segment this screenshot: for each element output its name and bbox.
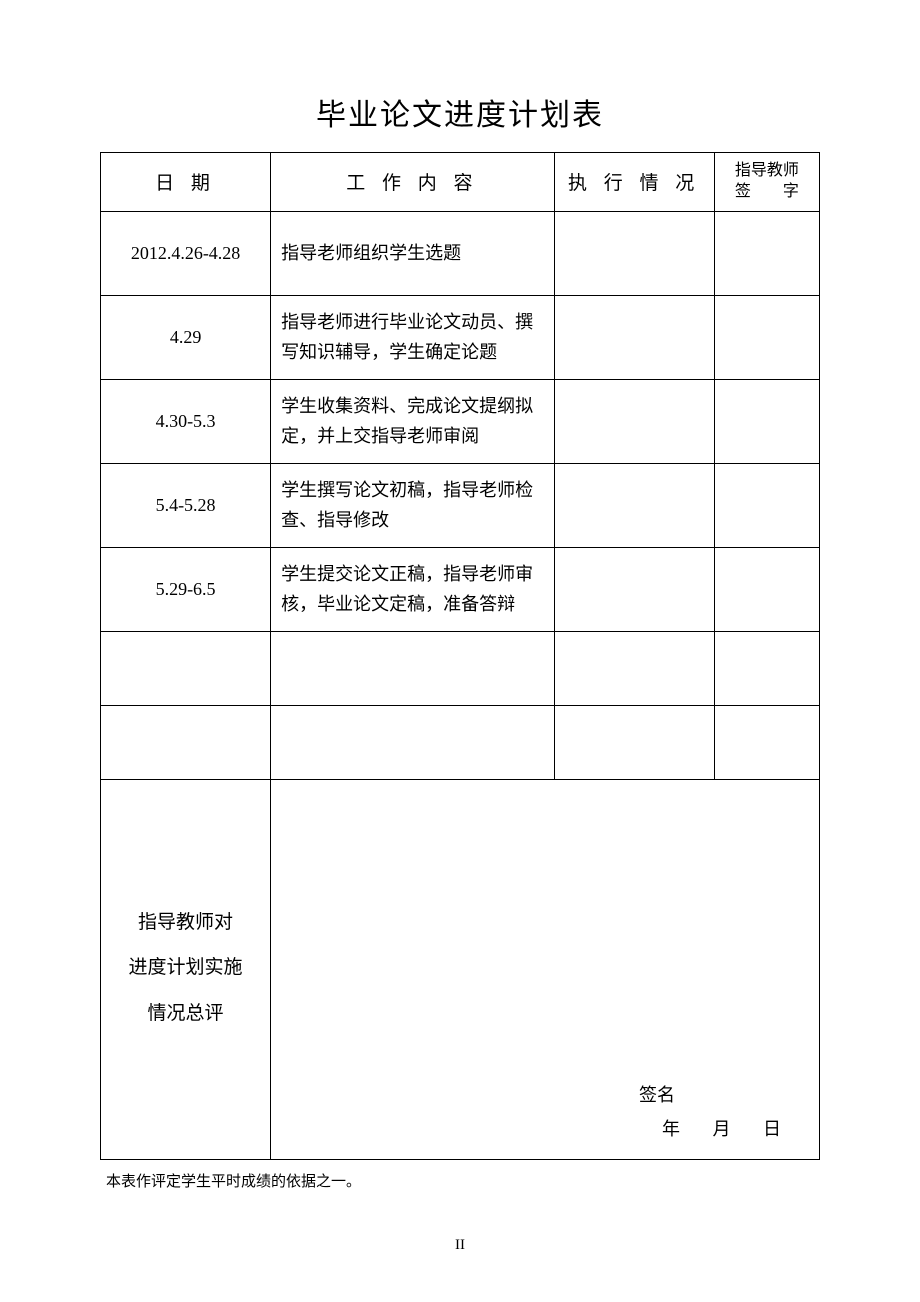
cell-sign [714,295,819,379]
summary-line1: 指导教师对 [111,900,260,946]
header-sign: 指导教师 签 字 [714,153,819,212]
header-date: 日 期 [101,153,271,212]
cell-empty [271,631,555,705]
cell-empty [101,705,271,779]
table-row: 5.4-5.28 学生撰写论文初稿，指导老师检查、指导修改 [101,463,820,547]
cell-date: 5.29-6.5 [101,547,271,631]
cell-sign [714,379,819,463]
cell-status [554,295,714,379]
cell-empty [714,705,819,779]
cell-empty [554,631,714,705]
summary-label-cell: 指导教师对 进度计划实施 情况总评 [101,779,271,1159]
cell-sign [714,463,819,547]
cell-date: 5.4-5.28 [101,463,271,547]
signature-label: 签名 [639,1078,675,1112]
cell-content: 学生提交论文正稿，指导老师审核，毕业论文定稿，准备答辩 [271,547,555,631]
date-line: 年 月 日 [639,1112,795,1146]
table-row: 4.30-5.3 学生收集资料、完成论文提纲拟定，并上交指导老师审阅 [101,379,820,463]
cell-content: 指导老师组织学生选题 [271,211,555,295]
signature-block: 签名 年 月 日 [639,1078,795,1146]
cell-status [554,211,714,295]
cell-status [554,547,714,631]
cell-date: 4.29 [101,295,271,379]
cell-content: 学生收集资料、完成论文提纲拟定，并上交指导老师审阅 [271,379,555,463]
summary-line3: 情况总评 [111,991,260,1037]
table-row-empty [101,631,820,705]
year-label: 年 [648,1112,694,1146]
cell-status [554,463,714,547]
header-status: 执 行 情 况 [554,153,714,212]
cell-empty [554,705,714,779]
cell-date: 4.30-5.3 [101,379,271,463]
table-row: 4.29 指导老师进行毕业论文动员、撰写知识辅导，学生确定论题 [101,295,820,379]
cell-content: 学生撰写论文初稿，指导老师检查、指导修改 [271,463,555,547]
schedule-table: 日 期 工 作 内 容 执 行 情 况 指导教师 签 字 2012.4.26-4… [100,152,820,1160]
page-title: 毕业论文进度计划表 [100,90,820,134]
day-label: 日 [749,1112,795,1146]
summary-body-cell: 签名 年 月 日 [271,779,820,1159]
table-row-empty [101,705,820,779]
month-label: 月 [699,1112,745,1146]
header-sign-line1: 指导教师 [735,162,799,179]
cell-status [554,379,714,463]
cell-empty [101,631,271,705]
summary-line2: 进度计划实施 [111,945,260,991]
cell-empty [714,631,819,705]
table-header-row: 日 期 工 作 内 容 执 行 情 况 指导教师 签 字 [101,153,820,212]
document-page: 毕业论文进度计划表 日 期 工 作 内 容 执 行 情 况 指导教师 签 字 2… [0,0,920,1191]
cell-empty [271,705,555,779]
header-content: 工 作 内 容 [271,153,555,212]
table-row: 2012.4.26-4.28 指导老师组织学生选题 [101,211,820,295]
footnote-text: 本表作评定学生平时成绩的依据之一。 [106,1170,820,1191]
header-sign-line2: 签 字 [735,183,799,200]
cell-sign [714,211,819,295]
cell-content: 指导老师进行毕业论文动员、撰写知识辅导，学生确定论题 [271,295,555,379]
summary-row: 指导教师对 进度计划实施 情况总评 签名 年 月 日 [101,779,820,1159]
cell-date: 2012.4.26-4.28 [101,211,271,295]
table-row: 5.29-6.5 学生提交论文正稿，指导老师审核，毕业论文定稿，准备答辩 [101,547,820,631]
page-number: II [0,1237,920,1254]
signature-line: 签名 [639,1078,795,1112]
cell-sign [714,547,819,631]
